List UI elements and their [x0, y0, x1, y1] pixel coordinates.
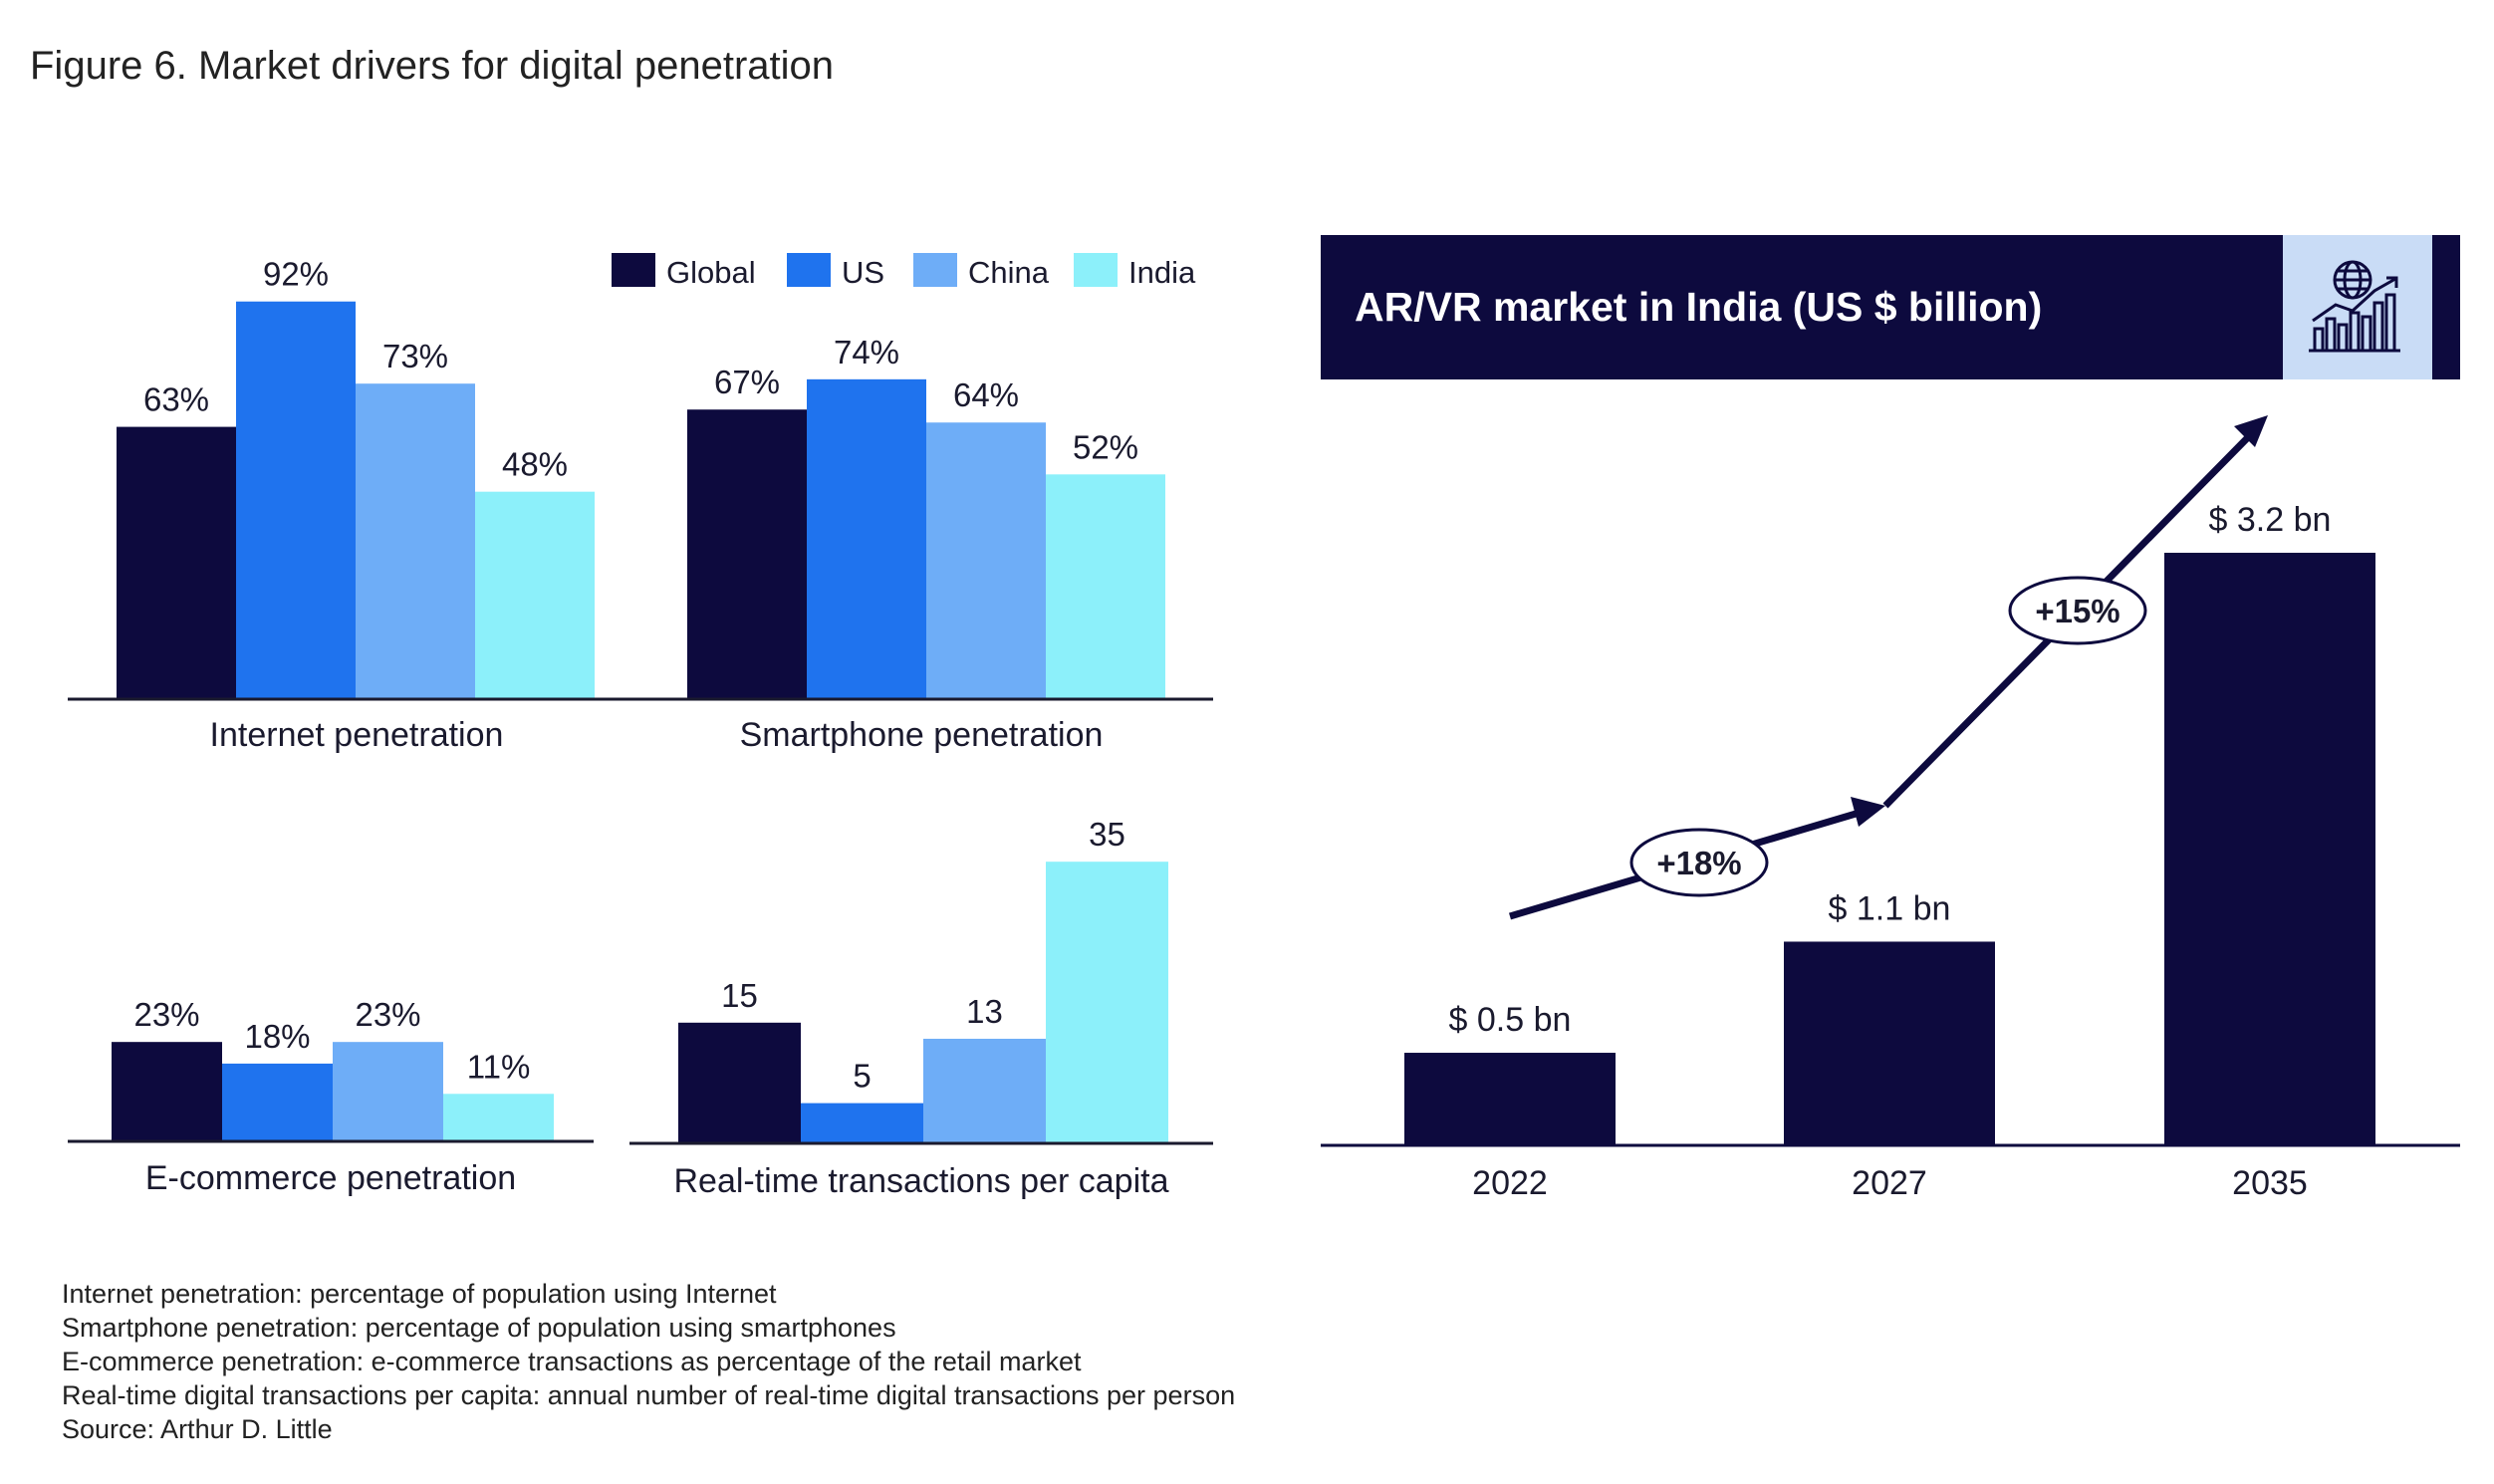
legend-label-us: US [842, 255, 884, 290]
data-label-china: 23% [355, 996, 420, 1033]
footnotes: Internet penetration: percentage of popu… [62, 1277, 1235, 1446]
data-label-china: 73% [382, 338, 448, 374]
category-label: Internet penetration [210, 716, 504, 754]
bar-us [236, 301, 356, 699]
figure-title: Figure 6. Market drivers for digital pen… [30, 44, 835, 88]
panel-ar-vr-market: AR/VR market in India (US $ billion) $ 0.… [1321, 235, 2460, 1202]
growth-bubble [2008, 576, 2147, 645]
bar-us [807, 378, 926, 699]
ar-vr-value-label: $ 0.5 bn [1449, 1001, 1572, 1039]
panel-smartphone-penetration: 67% 74% 64% 52% Smartphone penetration [629, 334, 1213, 754]
bar-global [117, 426, 236, 699]
bar-china [356, 383, 475, 699]
bar-global [687, 409, 807, 699]
legend-swatch-global [612, 253, 655, 287]
year-label: 2022 [1472, 1164, 1548, 1202]
data-label-global: 15 [721, 977, 758, 1014]
legend-label-global: Global [666, 255, 756, 290]
icon-trend [2312, 277, 2396, 323]
data-label-china: 13 [966, 993, 1003, 1030]
data-label-us: 92% [263, 256, 329, 293]
data-label-india: 52% [1073, 428, 1138, 465]
ar-vr-title: AR/VR market in India (US $ billion) [1355, 284, 2042, 330]
bar-us [222, 1063, 333, 1141]
growth-arrowhead-1 [1851, 797, 1885, 827]
footnote-smartphone: Smartphone penetration: percentage of po… [62, 1313, 896, 1343]
bar-global [112, 1042, 222, 1141]
legend-label-india: India [1128, 255, 1196, 290]
globe-growth-icon [2309, 260, 2400, 353]
legend-swatch-us [787, 253, 831, 287]
data-label-global: 23% [133, 996, 199, 1033]
category-label: Smartphone penetration [740, 716, 1104, 754]
year-label: 2035 [2232, 1164, 2308, 1202]
bar-india [1046, 862, 1168, 1143]
data-label-india: 48% [502, 446, 568, 483]
growth-rate-label: +18% [1656, 845, 1741, 881]
year-label: 2027 [1852, 1164, 1927, 1202]
panel-real-time-transactions-per-capita: 15 5 13 35 Real-time transactions per capita [629, 816, 1213, 1200]
data-label-india: 35 [1089, 816, 1125, 853]
panel-internet-penetration: 63% 92% 73% 48% Internet penetration [68, 256, 645, 754]
icon-trend-arrowhead [2386, 276, 2398, 288]
data-label-global: 63% [143, 381, 209, 418]
data-label-us: 18% [244, 1018, 310, 1055]
bar-us [801, 1103, 923, 1143]
ar-vr-bar-2027 [1784, 941, 1995, 1145]
data-label-china: 64% [953, 376, 1019, 413]
panel-e-commerce-penetration: 23% 18% 23% 11% E-commerce penetration [68, 996, 594, 1197]
bar-india [1046, 474, 1165, 699]
ar-vr-bar-2035 [2164, 553, 2375, 1145]
bar-china [926, 422, 1046, 699]
bar-china [923, 1038, 1046, 1143]
footnote-source: Source: Arthur D. Little [62, 1414, 333, 1444]
ar-vr-bar-2022 [1404, 1053, 1616, 1145]
bar-global [678, 1022, 801, 1143]
growth-arrowhead-2 [2234, 415, 2268, 447]
legend-swatch-india [1074, 253, 1118, 287]
data-label-global: 67% [714, 364, 780, 400]
growth-bubble [1629, 828, 1769, 897]
category-label: E-commerce penetration [145, 1159, 516, 1197]
ar-vr-value-label: $ 3.2 bn [2209, 501, 2332, 539]
ar-vr-value-label: $ 1.1 bn [1829, 889, 1951, 927]
bar-india [475, 491, 595, 699]
title-banner [1321, 235, 2460, 379]
data-label-us: 74% [834, 334, 899, 371]
bar-india [443, 1094, 554, 1141]
footnote-realtime: Real-time digital transactions per capit… [62, 1380, 1236, 1410]
legend-label-china: China [968, 255, 1050, 290]
data-label-india: 11% [467, 1048, 531, 1085]
bar-china [333, 1042, 443, 1141]
footnote-ecommerce: E-commerce penetration: e-commerce trans… [62, 1347, 1082, 1376]
data-label-us: 5 [853, 1058, 871, 1095]
category-label: Real-time transactions per capita [673, 1162, 1168, 1200]
footnote-internet: Internet penetration: percentage of popu… [62, 1279, 777, 1309]
growth-rate-label: +15% [2035, 593, 2120, 629]
legend-swatch-china [913, 253, 957, 287]
